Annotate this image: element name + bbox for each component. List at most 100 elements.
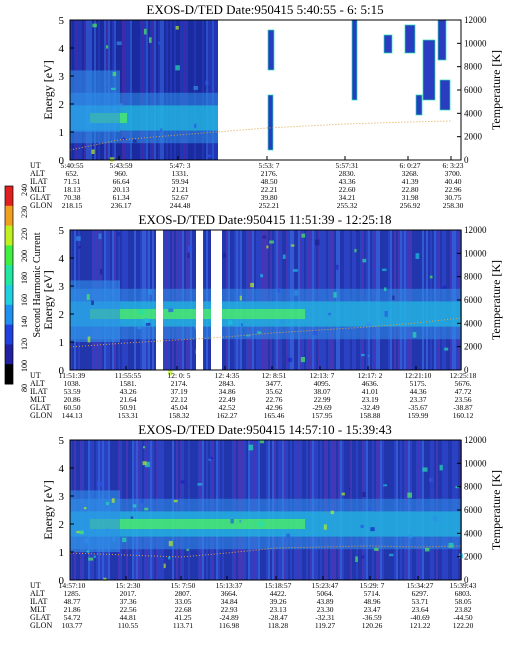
table-cell: 23.13 <box>270 605 287 614</box>
data-spot <box>122 137 126 141</box>
table-cell: 15:13:37 <box>216 581 243 590</box>
table-cell: -24.89 <box>219 613 239 622</box>
table-cell: 15: 2:30 <box>116 581 141 590</box>
table-cell: 59.94 <box>172 177 189 186</box>
data-spot <box>142 461 147 466</box>
right-tick-label: 2000 <box>464 132 483 142</box>
left-tick-label: 2 <box>59 519 65 531</box>
left-tick-label: 4 <box>59 43 65 55</box>
table-cell: 2017. <box>120 589 137 598</box>
colorbar-segment <box>5 186 13 207</box>
table-cell: 15:18:57 <box>265 581 292 590</box>
data-spot <box>262 235 267 239</box>
table-cell: 6803. <box>455 589 472 598</box>
table-cell: 54.72 <box>64 613 81 622</box>
table-cell: 60.50 <box>64 403 81 412</box>
table-cell: 53.71 <box>412 597 429 606</box>
table-cell: 113.71 <box>173 621 194 630</box>
table-cell: 1331. <box>172 169 189 178</box>
table-cell: 5175. <box>410 379 427 388</box>
table-cell: 119.27 <box>315 621 336 630</box>
spectrogram-texture <box>122 20 124 160</box>
data-spot <box>246 334 251 337</box>
data-spot <box>257 331 262 334</box>
spectrogram-texture <box>176 20 178 160</box>
data-spot <box>277 287 281 293</box>
table-cell: 15:29: 7 <box>360 581 385 590</box>
data-spot <box>384 311 388 317</box>
data-spot <box>187 253 190 259</box>
table-cell: -32.31 <box>315 613 335 622</box>
left-tick-label: 1 <box>59 337 65 349</box>
table-cell: 41.25 <box>175 613 192 622</box>
table-cell: 1581. <box>120 379 137 388</box>
data-spot <box>448 542 454 548</box>
table-cell: 40.40 <box>445 177 462 186</box>
table-cell: -32.49 <box>360 403 380 412</box>
table-cell: 12:21:10 <box>405 371 432 380</box>
table-row-label: GLON <box>30 201 52 210</box>
table-cell: 39.26 <box>270 597 287 606</box>
table-cell: 22.80 <box>402 185 419 194</box>
data-spot <box>98 233 102 240</box>
colorbar-frame <box>4 185 14 385</box>
table-cell: 70.38 <box>64 193 81 202</box>
data-spot <box>84 538 89 544</box>
data-spot <box>168 369 173 376</box>
table-cell: 22.99 <box>314 395 331 404</box>
left-bright-region <box>70 70 120 132</box>
colorbar-tick-label: 140 <box>20 316 29 328</box>
colorbar-label: Second Harmonic Current <box>32 232 43 337</box>
right-tick-label: 4000 <box>464 108 483 118</box>
table-cell: 12: 4:35 <box>215 371 240 380</box>
table-cell: -40.69 <box>410 613 430 622</box>
y-axis-label-left: Energy [eV] <box>41 60 55 119</box>
data-spot <box>111 498 115 503</box>
spectrogram-texture <box>166 20 168 160</box>
table-cell: 160.12 <box>453 411 474 420</box>
spectrogram-texture <box>216 20 218 160</box>
data-spot <box>429 275 433 279</box>
left-tick-label: 5 <box>59 15 65 27</box>
table-row-label: ILAT <box>30 387 47 396</box>
table-cell: 22.68 <box>175 605 192 614</box>
spectrogram-texture <box>144 20 146 160</box>
y-axis-label-right: Temperature [K] <box>489 470 503 550</box>
data-spot <box>250 282 255 288</box>
colorbar-tick-label: 200 <box>20 250 29 262</box>
data-spot <box>79 530 84 535</box>
data-spot <box>143 28 147 35</box>
left-tick-label: 5 <box>59 435 65 447</box>
data-spot <box>294 290 299 296</box>
data-spot <box>407 492 413 498</box>
right-tick-label: 6000 <box>464 85 483 95</box>
table-cell: 22.49 <box>219 395 236 404</box>
spectrogram-texture <box>198 20 200 160</box>
table-row-label: UT <box>30 161 41 170</box>
table-cell: 23.82 <box>455 605 472 614</box>
band-core <box>90 518 306 530</box>
no-data-gap <box>211 230 222 370</box>
data-spot <box>424 547 430 552</box>
table-cell: 33.05 <box>175 597 192 606</box>
table-cell: 5:43:59 <box>110 161 133 170</box>
table-cell: 5:57:31 <box>336 161 359 170</box>
data-spot <box>140 498 144 504</box>
data-spot <box>109 157 115 162</box>
spectrogram-texture <box>152 20 154 160</box>
colorbar-tick-label: 220 <box>20 228 29 240</box>
data-blob <box>267 29 275 71</box>
data-spot <box>180 480 185 484</box>
colorbar-tick-label: 100 <box>20 360 29 372</box>
spectrogram-texture <box>124 20 126 160</box>
table-cell: 120.26 <box>362 621 383 630</box>
data-spot <box>412 332 417 338</box>
table-cell: 42.96 <box>266 403 283 412</box>
spectrogram-texture <box>212 20 214 160</box>
left-tick-label: 4 <box>59 253 65 265</box>
table-cell: 5714. <box>364 589 381 598</box>
table-cell: 159.99 <box>408 411 429 420</box>
table-cell: 48.77 <box>64 597 81 606</box>
table-cell: 44.81 <box>120 613 137 622</box>
data-spot <box>135 551 140 558</box>
